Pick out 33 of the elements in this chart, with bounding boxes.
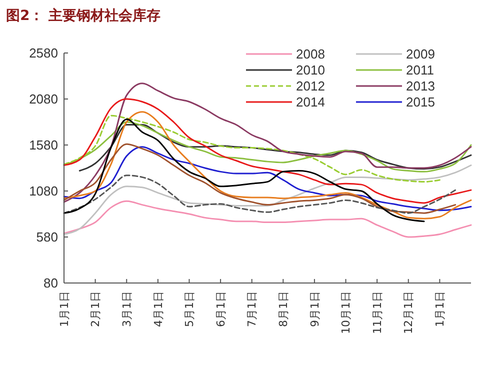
x-tick-label: 10月1日 (340, 291, 353, 334)
y-tick-label: 580 (36, 230, 58, 245)
legend-label: 2015 (406, 94, 435, 110)
y-tick-label: 80 (44, 276, 58, 291)
legend-label: 2012 (296, 78, 325, 94)
legend-label: 2013 (406, 78, 435, 94)
legend-label: 2008 (296, 46, 325, 62)
y-tick-label: 1580 (29, 138, 58, 153)
x-tick-label: 2月1日 (89, 291, 102, 327)
line-series (63, 114, 440, 183)
line-series (63, 200, 472, 238)
x-tick-label: 11月1日 (370, 291, 384, 334)
legend-label: 2009 (406, 46, 435, 62)
x-tick-label: 3月1日 (120, 291, 134, 327)
chart-title: 图2： 主要钢材社会库存 (6, 7, 161, 24)
y-tick-label: 1080 (29, 184, 58, 199)
x-tick-label: 7月1日 (246, 291, 259, 327)
line-series (63, 118, 425, 222)
line-series (63, 164, 472, 235)
x-tick-label: 5月1日 (183, 291, 196, 327)
x-tick-label: 1月1日 (434, 291, 447, 327)
legend-label: 2011 (406, 62, 434, 78)
x-tick-label: 6月1日 (214, 291, 228, 327)
x-tick-label: 4月1日 (152, 291, 165, 327)
x-tick-label: 9月1日 (308, 291, 322, 327)
line-series (63, 111, 472, 220)
x-tick-label: 8月1日 (277, 291, 290, 327)
legend-label: 2014 (296, 94, 325, 110)
y-tick-label: 2080 (29, 92, 58, 107)
x-tick-label: 1月1日 (58, 291, 71, 327)
legend-label: 2010 (296, 62, 325, 78)
y-tick-label: 2580 (29, 46, 58, 61)
x-tick-label: 12月1日 (402, 291, 416, 334)
